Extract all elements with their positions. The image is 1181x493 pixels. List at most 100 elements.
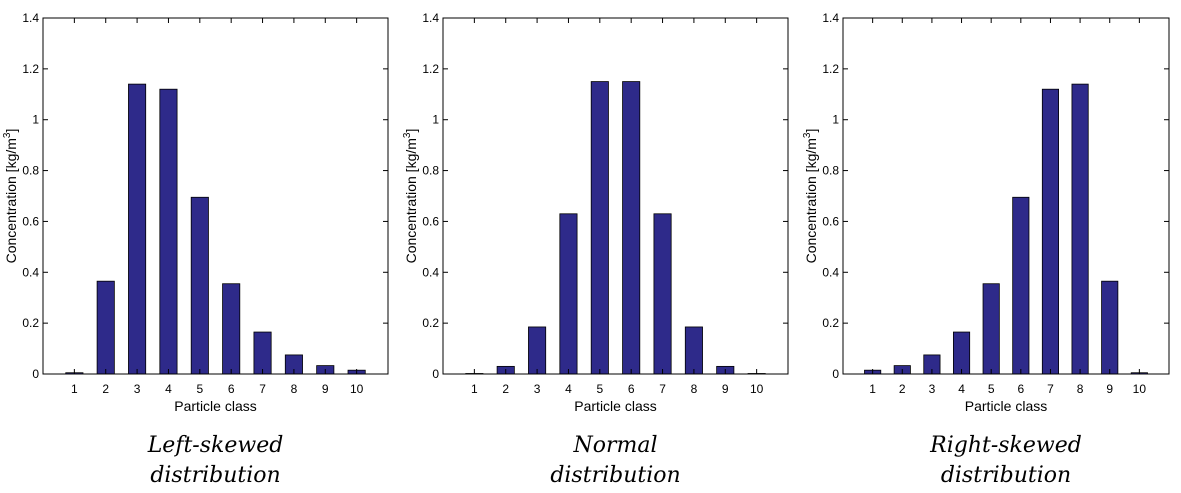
x-tick-label: 4 xyxy=(565,382,572,396)
y-tick-label: 1 xyxy=(432,113,439,127)
y-axis-label-sup: 3 xyxy=(402,132,413,138)
y-tick-label: 0.6 xyxy=(422,214,439,228)
bar-class-7 xyxy=(253,331,272,375)
y-tick-label: 0.6 xyxy=(822,214,839,228)
x-tick-label: 6 xyxy=(228,382,235,396)
y-tick-label: 0.8 xyxy=(422,164,439,178)
bar-class-7 xyxy=(1041,88,1060,375)
y-tick-label: 0 xyxy=(832,367,839,381)
y-tick-label: 0.8 xyxy=(822,164,839,178)
y-axis-label-main: Concentration [kg/m xyxy=(3,138,19,263)
bar-class-5 xyxy=(590,81,609,375)
y-tick-label: 0.2 xyxy=(822,316,839,330)
x-tick-label: 2 xyxy=(899,382,906,396)
x-axis-label: Particle class xyxy=(174,398,256,414)
y-axis-label-main: Concentration [kg/m xyxy=(803,138,819,263)
x-axis-label: Particle class xyxy=(574,398,656,414)
y-tick-label: 0.8 xyxy=(22,164,39,178)
y-tick-label: 0.2 xyxy=(22,316,39,330)
bar-class-8 xyxy=(1071,83,1089,375)
right-skewed-panel: 0 0.2 0.4 0.6 0.8 1 1.2 1.4 1 2 3 4 5 6 7 8 9 10 Particle … xyxy=(802,11,1170,488)
x-tick-label: 9 xyxy=(722,382,729,396)
x-tick-label: 10 xyxy=(350,382,364,396)
x-tick-label: 6 xyxy=(628,382,635,396)
x-tick-label: 6 xyxy=(1017,382,1024,396)
x-axis-label: Particle class xyxy=(965,398,1047,414)
x-tick-label: 4 xyxy=(165,382,172,396)
bar-class-4 xyxy=(952,331,971,375)
x-tick-label: 4 xyxy=(958,382,965,396)
caption-line-1: Left-skewed xyxy=(147,433,284,458)
bar-class-6 xyxy=(622,81,641,375)
x-tick-label: 8 xyxy=(691,382,698,396)
y-tick-label: 1.4 xyxy=(422,11,439,25)
y-tick-label: 0 xyxy=(432,367,439,381)
y-tick-label: 1.2 xyxy=(422,62,439,76)
bar-class-4 xyxy=(159,88,178,375)
y-axis-label-end: ] xyxy=(803,129,819,133)
plot-frame xyxy=(442,17,789,375)
bar-class-3 xyxy=(528,326,547,375)
y-tick-label: 0.6 xyxy=(22,214,39,228)
x-tick-label: 10 xyxy=(1133,382,1147,396)
y-tick-label: 0 xyxy=(32,367,39,381)
y-axis-label: Concentration [kg/m3] xyxy=(802,129,819,264)
x-tick-label: 5 xyxy=(196,382,203,396)
x-tick-label: 8 xyxy=(291,382,298,396)
x-tick-label: 5 xyxy=(988,382,995,396)
x-tick-label: 8 xyxy=(1077,382,1084,396)
y-axis-label: Concentration [kg/m3] xyxy=(2,129,19,264)
caption-line-2: distribution xyxy=(550,463,680,488)
y-tick-label: 0.4 xyxy=(822,265,839,279)
y-tick-label: 0.4 xyxy=(422,265,439,279)
x-tick-label: 3 xyxy=(929,382,936,396)
y-tick-label: 1 xyxy=(32,113,39,127)
caption-line-2: distribution xyxy=(941,463,1071,488)
caption-line-1: Right-skewed xyxy=(929,433,1082,458)
bar-class-6 xyxy=(1012,196,1030,375)
bar-class-2 xyxy=(96,280,115,375)
y-axis-label: Concentration [kg/m3] xyxy=(402,129,419,264)
normal-panel: 0 0.2 0.4 0.6 0.8 1 1.2 1.4 1 2 3 4 5 6 7 8 9 10 Particle … xyxy=(402,11,789,488)
plot-frame xyxy=(842,17,1170,375)
bar-class-8 xyxy=(684,326,703,375)
x-tick-label: 1 xyxy=(71,382,78,396)
x-tick-label: 3 xyxy=(534,382,541,396)
x-tick-label: 2 xyxy=(502,382,509,396)
y-axis-label-sup: 3 xyxy=(2,132,13,138)
caption-line-1: Normal xyxy=(572,433,657,458)
x-tick-label: 5 xyxy=(596,382,603,396)
bar-class-5 xyxy=(982,283,1000,375)
y-tick-label: 1 xyxy=(832,113,839,127)
x-tick-label: 1 xyxy=(869,382,876,396)
y-tick-label: 1.2 xyxy=(22,62,39,76)
bar-class-9 xyxy=(1101,280,1119,375)
y-axis-label-end: ] xyxy=(3,129,19,133)
x-tick-label: 7 xyxy=(259,382,266,396)
bar-class-5 xyxy=(190,196,209,375)
x-tick-label: 9 xyxy=(1106,382,1113,396)
y-tick-label: 1.4 xyxy=(822,11,839,25)
y-tick-label: 0.2 xyxy=(422,316,439,330)
bar-class-4 xyxy=(559,213,578,375)
y-tick-label: 1.4 xyxy=(22,11,39,25)
x-tick-label: 7 xyxy=(659,382,666,396)
x-tick-label: 9 xyxy=(322,382,329,396)
x-tick-label: 1 xyxy=(471,382,478,396)
x-tick-label: 2 xyxy=(102,382,109,396)
bar-class-3 xyxy=(128,83,147,375)
y-tick-label: 1.2 xyxy=(822,62,839,76)
x-tick-label: 3 xyxy=(134,382,141,396)
x-tick-label: 10 xyxy=(750,382,764,396)
y-axis-label-sup: 3 xyxy=(802,132,813,138)
plot-frame xyxy=(42,17,389,375)
y-axis-label-main: Concentration [kg/m xyxy=(403,138,419,263)
y-axis-label-end: ] xyxy=(403,129,419,133)
caption-line-2: distribution xyxy=(150,463,280,488)
y-tick-label: 0.4 xyxy=(22,265,39,279)
bar-class-6 xyxy=(222,283,241,375)
x-tick-label: 7 xyxy=(1047,382,1054,396)
bar-class-7 xyxy=(653,213,672,375)
left-skewed-panel: 0 0.2 0.4 0.6 0.8 1 1.2 1.4 1 2 3 4 5 6 7 8 9 10 Particle … xyxy=(2,11,389,488)
